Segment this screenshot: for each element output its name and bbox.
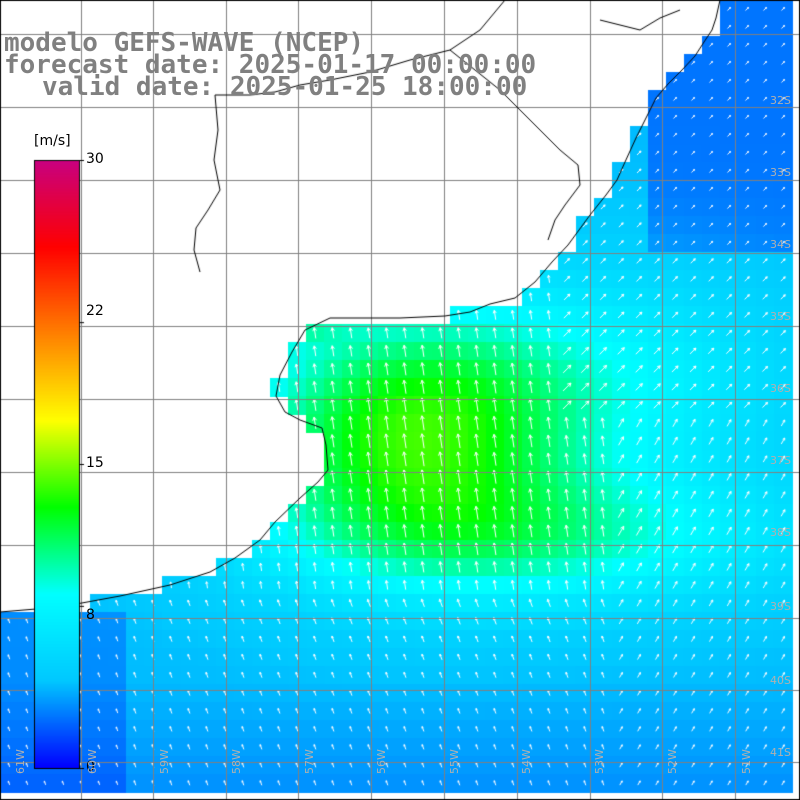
lat-label-33s: 33S <box>770 166 791 179</box>
lat-label-38s: 38S <box>770 526 791 539</box>
lon-label-53w: 53W <box>593 749 606 774</box>
colorbar-tick-8: 8 <box>86 607 95 623</box>
lat-label-39s: 39S <box>770 600 791 613</box>
lon-label-59w: 59W <box>158 749 171 774</box>
colorbar-tick-15: 15 <box>86 455 104 471</box>
colorbar-tick-30: 30 <box>86 151 104 167</box>
valid-date: valid date: 2025-01-25 18:00:00 <box>42 72 528 102</box>
colorbar-unit: [m/s] <box>34 133 71 149</box>
lon-label-60w: 60W <box>86 749 99 774</box>
model-title: modelo GEFS-WAVE (NCEP) <box>4 28 365 58</box>
lon-label-51w: 51W <box>740 749 753 774</box>
lon-label-56w: 56W <box>375 749 388 774</box>
lon-label-52w: 52W <box>666 749 679 774</box>
lat-label-35s: 35S <box>770 310 791 323</box>
forecast-date: forecast date: 2025-01-17 00:00:00 <box>4 50 537 80</box>
lon-label-54w: 54W <box>520 749 533 774</box>
lon-label-57w: 57W <box>303 749 316 774</box>
colorbar-tick-22: 22 <box>86 303 104 319</box>
lat-label-32s: 32S <box>770 94 791 107</box>
lat-label-40s: 40S <box>770 674 791 687</box>
lat-label-36s: 36S <box>770 382 791 395</box>
lon-label-55w: 55W <box>448 749 461 774</box>
lat-label-37s: 37S <box>770 454 791 467</box>
lat-label-34s: 34S <box>770 238 791 251</box>
colorbar-tick-0: 0 <box>86 759 95 775</box>
lat-label-41s: 41S <box>770 746 791 759</box>
lon-label-58w: 58W <box>230 749 243 774</box>
lon-label-61w: 61W <box>14 749 27 774</box>
